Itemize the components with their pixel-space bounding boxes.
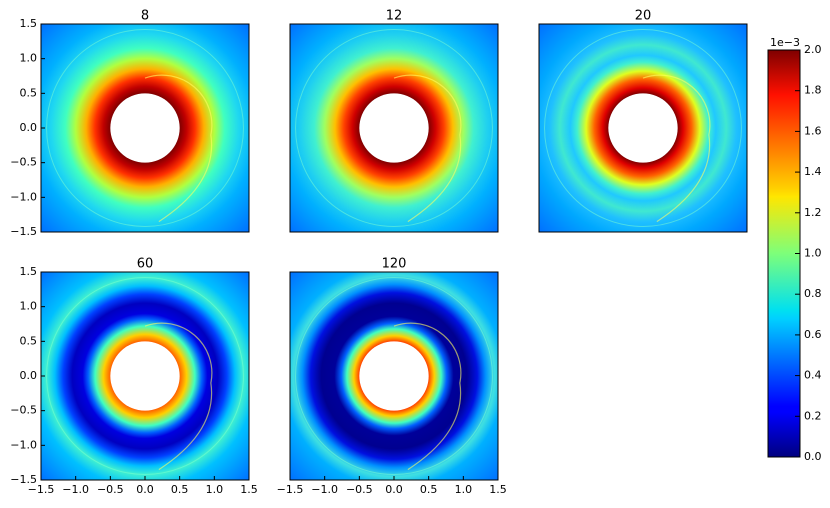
wake <box>393 322 462 471</box>
panel-title: 120 <box>382 257 407 272</box>
colorbar-tick-label: 1.8 <box>804 84 822 97</box>
x-tick-label: −0.5 <box>97 483 124 496</box>
y-tick-label: 1.0 <box>20 52 38 65</box>
inner-hole <box>608 93 678 163</box>
x-tick-label: 1.5 <box>240 483 258 496</box>
colorbar-tick-label: 1.6 <box>804 124 822 137</box>
y-tick-label: −0.5 <box>10 404 37 417</box>
colorbar-offset: 1e−3 <box>770 36 800 49</box>
x-tick-label: 1.5 <box>489 483 507 496</box>
plot-frame <box>538 23 748 233</box>
colorbar-tick-label: 1.2 <box>804 206 822 219</box>
x-tick-label: 0.5 <box>171 483 189 496</box>
colorbar-tick-label: 1.0 <box>804 247 822 260</box>
y-tick-label: 0.0 <box>20 369 38 382</box>
panel-title: 12 <box>386 9 403 24</box>
colorbar-tick-label: 2.0 <box>804 43 822 56</box>
inner-hole <box>110 341 180 411</box>
colorbar-tick-label: 0.6 <box>804 328 822 341</box>
x-tick-label: 1.0 <box>206 483 224 496</box>
y-tick-label: 0.5 <box>20 334 38 347</box>
colorbar-tick-label: 1.4 <box>804 165 822 178</box>
plot-frame <box>289 23 499 233</box>
ring-edge <box>544 29 742 227</box>
x-tick-label: −1.5 <box>28 483 55 496</box>
colorbar-tick-label: 0.4 <box>804 369 822 382</box>
panel-title: 20 <box>635 9 652 24</box>
ring-edge <box>46 29 244 227</box>
x-tick-label: −1.0 <box>62 483 89 496</box>
panel-title: 8 <box>141 9 149 24</box>
y-tick-label: 0.0 <box>20 121 38 134</box>
colorbar-tick-label: 0.0 <box>804 450 822 463</box>
y-tick-label: −1.0 <box>10 438 37 451</box>
y-tick-label: 1.5 <box>20 17 38 30</box>
y-tick-label: −1.0 <box>10 190 37 203</box>
wake <box>144 322 213 471</box>
x-tick-label: −1.5 <box>277 483 304 496</box>
ring-edge <box>295 29 493 227</box>
inner-hole <box>359 341 429 411</box>
ring-edge <box>295 277 493 475</box>
x-tick-label: 0.0 <box>136 483 154 496</box>
x-tick-label: −1.0 <box>311 483 338 496</box>
x-tick-label: 1.0 <box>455 483 473 496</box>
inner-hole <box>359 93 429 163</box>
y-tick-label: −1.5 <box>10 225 37 238</box>
wake <box>393 74 462 223</box>
y-tick-label: 1.0 <box>20 300 38 313</box>
colorbar-tick-label: 0.8 <box>804 287 822 300</box>
y-tick-label: 1.5 <box>20 265 38 278</box>
panel-title: 60 <box>137 257 154 272</box>
y-tick-label: −0.5 <box>10 156 37 169</box>
inner-hole <box>110 93 180 163</box>
wake <box>144 74 213 223</box>
x-tick-label: 0.0 <box>385 483 403 496</box>
colorbar <box>767 49 801 458</box>
x-tick-label: −0.5 <box>346 483 373 496</box>
y-tick-label: 0.5 <box>20 86 38 99</box>
x-tick-label: 0.5 <box>420 483 438 496</box>
ring-edge <box>46 277 244 475</box>
y-tick-label: −1.5 <box>10 473 37 486</box>
wake <box>642 74 711 223</box>
colorbar-tick-label: 0.2 <box>804 409 822 422</box>
